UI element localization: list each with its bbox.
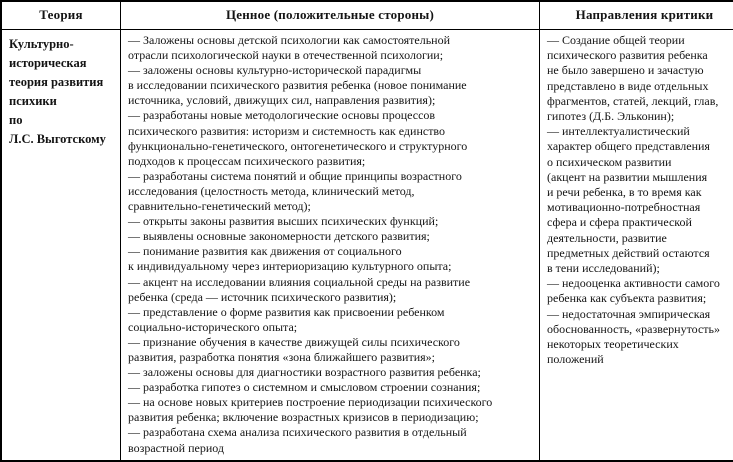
list-item: — открыты законы развития высших психиче… (128, 214, 439, 229)
list-item: — понимание развития как движения от соц… (128, 244, 452, 274)
criticism-cell: — Создание общей теории психического раз… (539, 29, 733, 462)
list-item: — разработана схема анализа психического… (128, 425, 467, 455)
theory-cell: Культурно- историческая теория развития … (0, 29, 121, 462)
list-item: — акцент на исследовании влияния социаль… (128, 274, 471, 304)
list-item: — недооценка активности самого ребенка к… (547, 276, 720, 306)
list-item: — выявлены основные закономерности детск… (128, 229, 430, 244)
valuable-points-list: — Заложены основы детской психологии как… (128, 33, 533, 456)
criticism-points-list: — Создание общей теории психического раз… (547, 33, 733, 367)
list-item: — Создание общей теории психического раз… (547, 33, 719, 124)
list-item: — представление о форме развития как при… (128, 304, 445, 334)
list-item: — разработаны система понятий и общие пр… (128, 168, 462, 214)
table-body: Культурно- историческая теория развития … (0, 29, 733, 462)
list-item: — Заложены основы детской психологии как… (128, 33, 451, 63)
column-header-theory: Теория (0, 0, 121, 30)
theory-name: Культурно- историческая теория развития … (9, 37, 106, 146)
table-row: Культурно- историческая теория развития … (0, 29, 733, 462)
column-header-criticism: Направления критики (539, 0, 733, 30)
list-item: — разработка гипотез о системном и смысл… (128, 380, 481, 395)
header-row: Теория Ценное (положительные стороны) На… (0, 0, 733, 30)
list-item: — признание обучения в качестве движущей… (128, 334, 460, 364)
list-item: — разработаны новые методологические осн… (128, 108, 468, 168)
valuable-cell: — Заложены основы детской психологии как… (120, 29, 540, 462)
list-item: — заложены основы для диагностики возрас… (128, 365, 481, 380)
list-item: — недостаточная эмпирическая обоснованно… (547, 306, 721, 367)
column-header-valuable: Ценное (положительные стороны) (120, 0, 540, 30)
list-item: — на основе новых критериев построение п… (128, 395, 493, 425)
list-item: — заложены основы культурно-исторической… (128, 63, 467, 108)
list-item: — интеллектуалистический характер общего… (547, 124, 710, 276)
table-header: Теория Ценное (положительные стороны) На… (0, 0, 733, 30)
